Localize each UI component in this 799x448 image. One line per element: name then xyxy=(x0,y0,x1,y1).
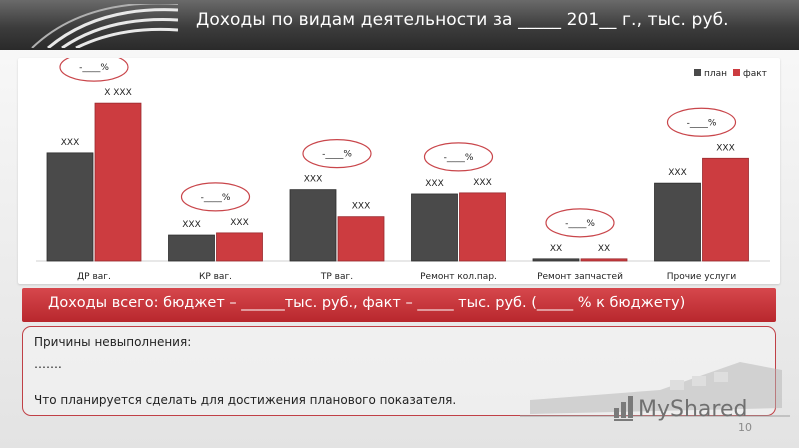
percent-label: -____% xyxy=(687,118,717,128)
percent-label: -____% xyxy=(444,153,474,163)
plan-value-label: ХХХ xyxy=(668,168,687,178)
category-label: Ремонт кол.пар. xyxy=(420,272,497,282)
plan-bar xyxy=(532,258,580,262)
plan-bar xyxy=(168,234,215,262)
page-title: Доходы по видам деятельности за _____ 20… xyxy=(196,10,729,30)
rzd-logo-icon xyxy=(31,4,178,48)
fact-bar xyxy=(216,232,263,262)
fact-bar xyxy=(459,192,506,262)
page-number: 10 xyxy=(738,421,752,434)
percent-bubble xyxy=(59,58,129,82)
category-label: Прочие услуги xyxy=(667,272,737,282)
legend-label: факт xyxy=(743,69,767,79)
total-text: Доходы всего: бюджет – ______тыс. руб., … xyxy=(48,295,686,311)
fact-bar xyxy=(702,157,749,262)
fact-bar xyxy=(580,258,628,262)
fact-bar xyxy=(337,216,385,262)
legend-swatch xyxy=(733,69,740,76)
plan-text: Что планируется сделать для достижения п… xyxy=(34,393,457,407)
percent-bubble xyxy=(302,139,372,169)
watermark-text: MyShared xyxy=(638,397,747,422)
plan-bar xyxy=(411,193,458,262)
plan-bar xyxy=(46,152,94,262)
plan-value-label: ХХХ xyxy=(61,138,80,148)
fact-value-label: Х ХХХ xyxy=(104,88,132,98)
category-label: КР ваг. xyxy=(199,272,232,282)
plan-bar xyxy=(654,182,701,262)
chart-legend: план факт xyxy=(694,69,767,79)
fact-bar xyxy=(94,102,142,262)
plan-value-label: ХХХ xyxy=(182,220,201,230)
percent-label: -____% xyxy=(322,150,352,160)
reasons-heading: Причины невыполнения: xyxy=(34,335,192,349)
fact-value-label: ХХХ xyxy=(230,218,249,228)
myshared-watermark-logo: MyShared xyxy=(614,396,747,422)
legend-swatch xyxy=(694,69,701,76)
plan-value-label: ХХХ xyxy=(425,179,444,189)
fact-value-label: ХХ xyxy=(598,244,610,254)
percent-bubble xyxy=(180,182,251,212)
fact-value-label: ХХХ xyxy=(716,143,735,153)
fact-value-label: ХХХ xyxy=(352,202,371,212)
total-banner xyxy=(22,288,776,322)
chart-area xyxy=(18,58,780,284)
revenue-chart: план факт -____% -____% -____% -____% -____% -… xyxy=(18,58,780,284)
percent-bubble xyxy=(423,142,494,172)
percent-label: -____% xyxy=(79,63,109,73)
reasons-placeholder: ……. xyxy=(34,357,62,371)
category-label: ТР ваг. xyxy=(320,272,353,282)
plan-value-label: ХХХ xyxy=(304,175,323,185)
legend-label: план xyxy=(704,69,727,79)
train-icon xyxy=(520,362,790,417)
plan-value-label: ХХ xyxy=(550,244,562,254)
plan-bar xyxy=(289,189,337,262)
percent-label: -____% xyxy=(201,193,231,203)
header-bar xyxy=(0,0,799,50)
percent-label: -____% xyxy=(565,219,595,229)
percent-bubble xyxy=(666,107,737,137)
chart-svg: план факт -____% -____% -____% -____% -____% -… xyxy=(36,58,770,282)
category-label: Ремонт запчастей xyxy=(537,272,623,282)
category-label: ДР ваг. xyxy=(77,272,111,282)
percent-bubble xyxy=(545,208,615,238)
fact-value-label: ХХХ xyxy=(473,178,492,188)
